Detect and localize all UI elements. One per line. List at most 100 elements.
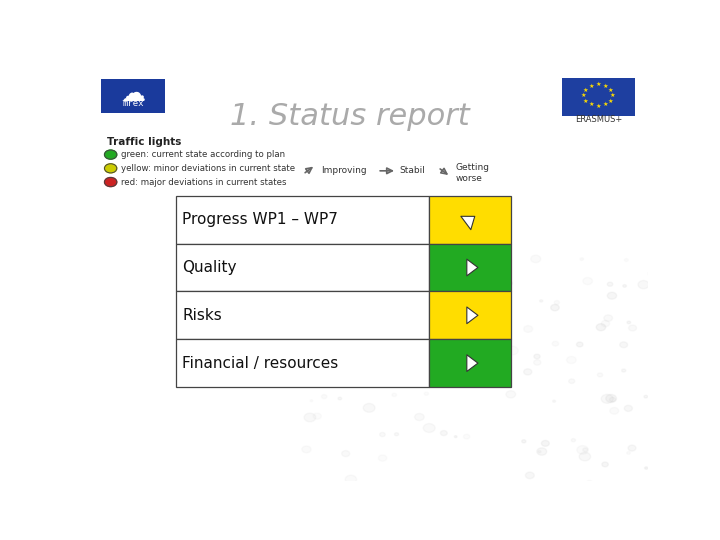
Circle shape [329,294,333,296]
Circle shape [652,254,660,260]
Text: ★: ★ [583,98,588,104]
Circle shape [357,248,360,250]
Circle shape [378,455,387,461]
Circle shape [534,360,541,365]
Circle shape [643,488,646,490]
Circle shape [494,242,499,246]
Circle shape [606,394,616,402]
Circle shape [534,354,540,359]
Circle shape [598,373,603,377]
Circle shape [415,414,424,421]
Text: ★: ★ [595,82,601,87]
Text: red: major deviations in current states: red: major deviations in current states [121,178,287,186]
Circle shape [345,475,356,484]
Circle shape [644,467,648,469]
Circle shape [607,292,616,299]
Circle shape [666,245,670,248]
Circle shape [379,433,385,436]
Circle shape [601,394,613,403]
Circle shape [385,372,396,380]
FancyBboxPatch shape [176,339,429,387]
Text: yellow: minor deviations in current state: yellow: minor deviations in current stat… [121,164,295,173]
Circle shape [541,441,549,447]
Circle shape [104,150,117,159]
Circle shape [610,408,618,414]
Circle shape [601,320,610,327]
Circle shape [467,328,475,334]
Circle shape [339,328,349,336]
Circle shape [462,260,467,265]
FancyBboxPatch shape [176,292,429,339]
Circle shape [577,342,583,347]
Circle shape [670,284,678,291]
Circle shape [660,321,667,326]
Circle shape [505,281,513,286]
Circle shape [628,445,636,451]
Circle shape [583,278,593,285]
Circle shape [607,282,613,286]
Circle shape [413,265,415,266]
Circle shape [507,293,510,295]
Text: ★: ★ [608,87,613,93]
Circle shape [644,395,647,398]
FancyBboxPatch shape [101,78,166,113]
Circle shape [586,481,593,485]
Circle shape [464,434,469,439]
Circle shape [474,352,480,355]
Circle shape [660,440,668,447]
Circle shape [304,413,316,422]
Circle shape [602,462,608,467]
Circle shape [654,382,661,387]
Circle shape [537,448,546,455]
Circle shape [554,301,559,305]
Circle shape [104,164,117,173]
Circle shape [395,433,399,436]
Circle shape [552,341,559,346]
Circle shape [512,487,522,495]
Text: Risks: Risks [182,308,222,323]
FancyBboxPatch shape [429,339,511,387]
Circle shape [370,248,378,253]
Text: ★: ★ [588,103,594,107]
Circle shape [638,280,649,289]
Circle shape [648,270,658,277]
Circle shape [424,392,428,395]
Circle shape [399,357,404,361]
Circle shape [473,294,480,300]
Circle shape [553,400,556,402]
FancyBboxPatch shape [562,78,635,116]
Text: Quality: Quality [182,260,237,275]
Text: ★: ★ [583,87,588,93]
Text: Getting
worse: Getting worse [456,163,490,183]
Circle shape [506,391,516,398]
Circle shape [604,315,613,321]
Circle shape [402,281,412,288]
Text: ERASMUS+: ERASMUS+ [575,115,622,124]
Text: ★: ★ [603,84,608,89]
Circle shape [620,342,628,348]
Circle shape [328,295,336,301]
Circle shape [377,250,387,258]
Circle shape [577,446,588,454]
Circle shape [627,321,631,324]
Circle shape [610,397,616,402]
Circle shape [310,400,312,402]
Circle shape [312,360,319,365]
Circle shape [522,440,526,443]
Circle shape [571,438,575,442]
FancyBboxPatch shape [176,244,429,292]
Circle shape [582,448,588,451]
Circle shape [468,308,471,309]
Circle shape [310,271,318,276]
Circle shape [580,258,583,260]
Text: ☁: ☁ [120,82,145,106]
Circle shape [531,255,541,262]
Circle shape [629,325,636,331]
Circle shape [507,346,518,355]
Text: ★: ★ [610,93,616,98]
Circle shape [538,450,541,453]
FancyBboxPatch shape [429,292,511,339]
Circle shape [413,239,420,244]
Circle shape [623,285,626,287]
Text: ★: ★ [603,103,608,107]
